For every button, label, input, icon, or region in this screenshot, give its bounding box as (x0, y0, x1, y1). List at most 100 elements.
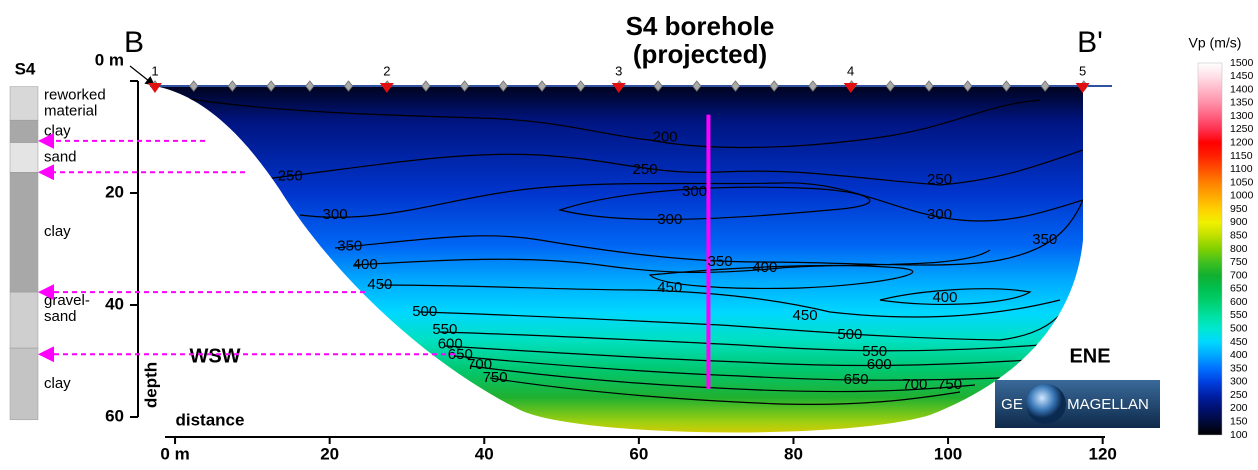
contour-label: 250 (927, 171, 952, 188)
contour-label: 200 (653, 129, 678, 146)
logo-globe (1026, 384, 1066, 424)
subtitle: (projected) (633, 39, 767, 69)
contour-label: 400 (932, 289, 957, 306)
colorbar-tick-label: 150 (1230, 415, 1248, 427)
colorbar-tick-label: 1400 (1230, 83, 1254, 95)
section-end: B' (1077, 26, 1103, 59)
contour-label: 250 (633, 161, 658, 178)
contour-label: 500 (412, 303, 437, 320)
log-layer-label: gravel- (44, 292, 90, 309)
x-tick-label: 20 (320, 444, 339, 463)
colorbar-tick-label: 650 (1230, 283, 1248, 295)
colorbar-tick-label: 1050 (1230, 176, 1254, 188)
direction-left: WSW (189, 345, 240, 367)
colorbar-tick-label: 1150 (1230, 150, 1253, 162)
colorbar-tick-label: 1350 (1230, 97, 1254, 109)
contour-label: 750 (483, 369, 508, 386)
x-tick-label: 40 (475, 444, 494, 463)
y-axis-label: depth (141, 362, 160, 408)
colorbar-tick-label: 450 (1230, 336, 1248, 348)
contour-label: 350 (1032, 231, 1057, 248)
colorbar-tick-label: 250 (1230, 389, 1248, 401)
logo-text: MAGELLAN (1067, 396, 1149, 413)
station-label: 1 (151, 63, 158, 78)
colorbar-tick-label: 1500 (1230, 57, 1254, 69)
station-label: 3 (615, 63, 622, 78)
contour-label: 600 (867, 356, 892, 373)
title: S4 borehole (626, 11, 775, 41)
contour-label: 350 (708, 253, 733, 270)
y-tick-label: 20 (105, 182, 124, 201)
contour-label: 700 (902, 376, 927, 393)
contour-label: 400 (353, 256, 378, 273)
log-layer-label: clay (44, 223, 71, 240)
colorbar-tick-label: 400 (1230, 349, 1248, 361)
contour-label: 350 (337, 238, 362, 255)
log-layer (10, 292, 38, 348)
contour-label: 300 (682, 183, 707, 200)
contour-label: 450 (657, 279, 682, 296)
colorbar-tick-label: 1250 (1230, 123, 1254, 135)
y-tick-label: 40 (105, 294, 124, 313)
colorbar-tick-label: 500 (1230, 322, 1248, 334)
station-label: 5 (1079, 63, 1086, 78)
contour-label: 750 (937, 376, 962, 393)
colorbar-tick-label: 200 (1230, 402, 1248, 414)
contour-label: 300 (927, 206, 952, 223)
colorbar (1198, 63, 1222, 435)
figure: S4 borehole (projected) B B' WSW ENE dis… (0, 0, 1258, 465)
station (148, 83, 162, 93)
logo-text: GE (1001, 396, 1023, 413)
log-layer-label: clay (44, 375, 71, 392)
y-tick-label: 60 (105, 406, 124, 425)
station-label: 4 (847, 63, 854, 78)
x-tick-label: 120 (1088, 444, 1116, 463)
log-layer (10, 143, 38, 173)
x-tick-label: 60 (629, 444, 648, 463)
contour-label: 250 (278, 168, 303, 185)
log-layer (10, 172, 38, 292)
colorbar-tick-label: 1450 (1230, 70, 1254, 82)
logo: GE MAGELLAN (995, 380, 1160, 428)
section-start: B (124, 26, 144, 59)
colorbar-tick-label: 900 (1230, 216, 1248, 228)
log-layer-label: clay (44, 122, 71, 139)
colorbar-title: Vp (m/s) (1189, 35, 1242, 51)
colorbar-tick-label: 1100 (1230, 163, 1253, 175)
x-axis-label: distance (176, 410, 245, 429)
log-layer (10, 348, 38, 420)
log-layer-label: material (44, 103, 97, 120)
colorbar-tick-label: 300 (1230, 376, 1248, 388)
contour-label: 450 (367, 276, 392, 293)
direction-right: ENE (1069, 345, 1110, 367)
x-tick-label: 80 (784, 444, 803, 463)
log-layer-label: sand (44, 308, 77, 325)
log-layer (10, 120, 38, 142)
log-layer (10, 87, 38, 121)
colorbar-tick-label: 700 (1230, 269, 1248, 281)
colorbar-tick-label: 100 (1230, 429, 1248, 441)
station-label: 2 (383, 63, 390, 78)
colorbar-tick-label: 850 (1230, 229, 1248, 241)
contour-label: 400 (752, 259, 777, 276)
log-layer-label: reworked (44, 87, 106, 104)
x-tick-label: 100 (934, 444, 962, 463)
contour-label: 650 (844, 371, 869, 388)
contour-label: 300 (657, 211, 682, 228)
colorbar-tick-label: 1200 (1230, 136, 1254, 148)
colorbar-tick-label: 950 (1230, 203, 1248, 215)
x-tick-label: 0 m (160, 444, 189, 463)
colorbar-tick-label: 1300 (1230, 110, 1254, 122)
contour-label: 300 (323, 206, 348, 223)
colorbar-tick-label: 600 (1230, 296, 1248, 308)
log-layer-label: sand (44, 148, 77, 165)
colorbar-tick-label: 1000 (1230, 190, 1254, 202)
colorbar-tick-label: 550 (1230, 309, 1248, 321)
colorbar-tick-label: 800 (1230, 243, 1248, 255)
log-title: S4 (15, 59, 36, 78)
y-tick-label: 0 m (95, 50, 124, 69)
colorbar-tick-label: 750 (1230, 256, 1248, 268)
contour-label: 500 (837, 326, 862, 343)
colorbar-tick-label: 350 (1230, 362, 1248, 374)
contour-label: 450 (793, 307, 818, 324)
